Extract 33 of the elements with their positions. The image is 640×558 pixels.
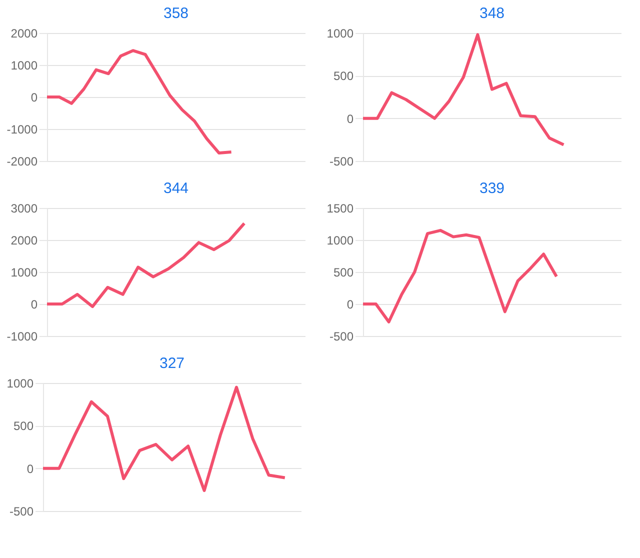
chart-title: 327 xyxy=(159,355,185,372)
y-tick-label: 0 xyxy=(26,462,34,476)
y-tick-label: 0 xyxy=(346,112,354,126)
y-tick-label: 0 xyxy=(346,298,354,312)
line-series xyxy=(43,386,286,492)
y-tick-label: 1500 xyxy=(326,202,354,216)
y-tick-label: -500 xyxy=(9,504,34,518)
line-series xyxy=(363,33,566,146)
y-tick-label: 500 xyxy=(333,266,354,280)
y-tick-label: 3000 xyxy=(10,202,38,216)
chart-title: 339 xyxy=(479,180,505,197)
y-tick-label: 500 xyxy=(333,69,354,84)
y-tick-label: 2000 xyxy=(10,234,38,248)
y-tick-label: 0 xyxy=(30,298,38,312)
y-tick-label: 1000 xyxy=(326,234,354,248)
chart-title: 358 xyxy=(163,5,189,22)
chart-title: 348 xyxy=(479,5,505,22)
y-tick-label: 1000 xyxy=(326,26,354,40)
y-tick-label: 1000 xyxy=(10,58,38,72)
line-series xyxy=(47,222,246,308)
y-tick-label: 1000 xyxy=(6,376,34,390)
y-tick-label: -2000 xyxy=(6,154,38,168)
y-tick-label: 2000 xyxy=(10,26,38,40)
y-tick-label: 0 xyxy=(30,90,38,104)
line-series xyxy=(363,228,558,324)
y-tick-label: 1000 xyxy=(10,266,38,280)
chart-title: 344 xyxy=(163,180,189,197)
y-tick-label: 500 xyxy=(13,419,34,434)
y-tick-label: -500 xyxy=(329,154,354,168)
y-tick-label: -1000 xyxy=(6,122,38,136)
y-tick-label: -500 xyxy=(329,330,354,344)
line-series xyxy=(47,49,233,154)
y-tick-label: -1000 xyxy=(6,330,38,344)
